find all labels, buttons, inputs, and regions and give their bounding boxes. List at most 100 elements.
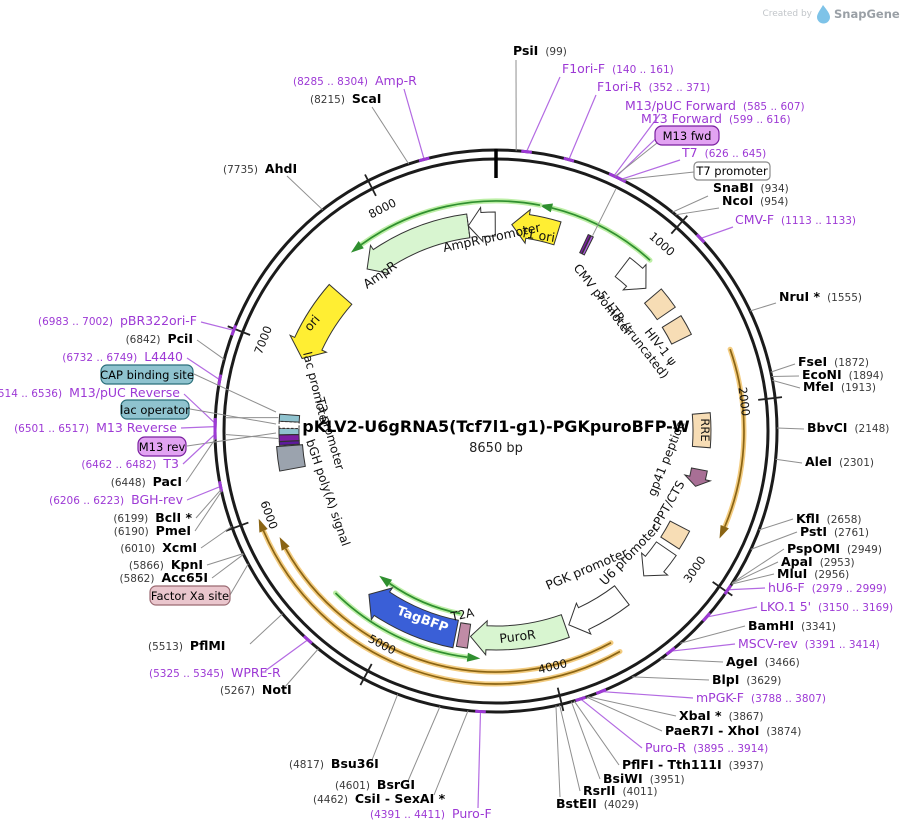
- scale-tick-label-7000: 7000: [251, 324, 275, 356]
- watermark-brand: SnapGene: [834, 7, 900, 21]
- leader-pflfi: [573, 700, 620, 766]
- leader-bsu36i: [371, 694, 399, 761]
- primer-site-tick-hu6-f: [723, 584, 733, 595]
- primer-site-tick-f1ori-r: [563, 156, 575, 163]
- leader-nrui: [749, 302, 777, 312]
- ampr-junction-dashes: [466, 213, 471, 238]
- callout-bbvci: BbvCI (2148): [807, 420, 889, 435]
- callout-psi-i: PsiI (99): [513, 43, 567, 58]
- leader-m13rev-box: [186, 432, 277, 447]
- feature-t7-m13-a: [579, 233, 592, 255]
- callout-cmv-f: CMV-F (1113 .. 1133): [735, 212, 856, 227]
- scale-tick-4000: [556, 687, 565, 712]
- callout-pflmi: (5513) PflMI: [148, 638, 225, 653]
- scale-tick-label-1000: 1000: [646, 229, 677, 259]
- orf-arrowhead-orf-o3: [279, 537, 290, 551]
- callout-box-lacop-box: [120, 399, 190, 420]
- scale-tick-5000: [359, 663, 373, 686]
- feature-m13rev-site: [278, 434, 300, 443]
- feature-rre: [691, 412, 712, 449]
- callout-alei: AleI (2301): [805, 454, 874, 469]
- leader-bamhi: [680, 625, 746, 644]
- primer-site-tick-mscv-rev: [665, 646, 676, 656]
- leader-snabi: [672, 195, 709, 213]
- scale-tick-label-4000: 4000: [537, 656, 569, 676]
- feature-ampr: [366, 213, 471, 275]
- feature-cmv-promoter: [614, 256, 647, 291]
- callout-label-m13-fwd-box: M13 fwd: [663, 129, 712, 143]
- feature-lac-operator: [278, 427, 300, 436]
- callout-label-lacop-box: lac operator: [120, 403, 190, 417]
- leader-psti: [750, 531, 798, 550]
- callout-amp-r: (8285 .. 8304) Amp-R: [293, 73, 417, 88]
- leader-kfli: [758, 518, 794, 531]
- feature-connector-0: [592, 188, 617, 236]
- callout-l4440: (6732 .. 6749) L4440: [62, 349, 183, 364]
- primer-site-tick-pbr322ori-f: [230, 324, 238, 336]
- leader-pbr322ori-f: [200, 321, 234, 331]
- callout-lko15: LKO.1 5' (3150 .. 3169): [760, 599, 893, 614]
- callout-snabi: SnaBI (934): [713, 180, 789, 195]
- primer-site-tick-puro-f: [475, 709, 486, 714]
- primer-site-tick-cmv-f: [695, 233, 706, 244]
- callout-label-m13rev-box: M13 rev: [139, 440, 186, 454]
- scale-tick-label-8000: 8000: [366, 195, 398, 221]
- leader-bgh-rev: [186, 485, 221, 501]
- scale-tick-1000: [670, 215, 688, 235]
- primer-site-tick-puro-r: [575, 695, 587, 702]
- callout-econi: EcoNI (1894): [802, 367, 884, 382]
- leader-pcii: [196, 339, 225, 360]
- callout-xcmi: (6010) XcmI: [120, 540, 197, 555]
- orf-arc-glow-orf-g1: [549, 205, 653, 263]
- feature-f1-ori: [511, 208, 562, 246]
- leader-m13-reverse: [180, 426, 216, 429]
- callout-box-t7-prom-box: [693, 161, 771, 181]
- feature-cap-site: [278, 413, 301, 423]
- leader-kpni: [206, 553, 244, 566]
- callout-puro-r: Puro-R (3895 .. 3914): [645, 740, 768, 755]
- leader-wpre-r: [264, 639, 309, 672]
- leader-noti: [283, 648, 319, 689]
- leader-bsrgi: [407, 706, 441, 782]
- feature-tagbfp: [368, 587, 459, 649]
- orf-arc-orf-g3: [389, 582, 461, 615]
- leader-hu6-f: [727, 587, 766, 591]
- orf-arrowhead-orf-g4: [466, 652, 481, 662]
- primer-site-tick-lko15: [701, 612, 712, 623]
- callout-label-factor-xa: Factor Xa site: [151, 589, 229, 603]
- leader-rsrii: [559, 704, 581, 792]
- callout-mlui: MluI (2956): [777, 566, 849, 581]
- callout-puro-f: (4391 .. 4411) Puro-F: [370, 806, 492, 821]
- watermark-created-by: Created by: [762, 9, 812, 19]
- primer-site-tick-wpre-r: [302, 635, 313, 645]
- snapgene-watermark: Created by SnapGene: [762, 5, 900, 24]
- callout-wpre-r: (5325 .. 5345) WPRE-R: [149, 665, 281, 680]
- leader-lacop-box: [189, 408, 277, 425]
- primer-site-tick-t7: [615, 175, 627, 184]
- feature-ltr5: [643, 288, 676, 321]
- leader-amp-r: [403, 88, 425, 160]
- callout-fsei: FseI (1872): [798, 354, 869, 369]
- callout-xbai: XbaI * (3867): [679, 708, 763, 723]
- callout-bsteii: BstEII (4029): [556, 796, 639, 811]
- leader-factor-xa: [229, 563, 249, 596]
- leader-m13-fwd-box: [614, 142, 658, 177]
- leader-bsteii: [555, 705, 561, 798]
- callout-mpgk-f: mPGK-F (3788 .. 3807): [696, 690, 826, 705]
- callout-blpi: BlpI (3629): [712, 672, 781, 687]
- orf-arc-orf-g2: [360, 200, 541, 246]
- callout-pbr322ori-f: (6983 .. 7002) pBR322ori-F: [38, 313, 197, 328]
- leader-paci: [185, 438, 216, 483]
- callout-bsu36i: (4817) Bsu36I: [289, 756, 379, 771]
- callout-csii: (4462) CsiI - SexAI *: [313, 791, 446, 806]
- callout-m13-puc-fwd: M13/pUC Forward (585 .. 607): [625, 98, 805, 113]
- callout-hu6-f: hU6-F (2979 .. 2999): [768, 580, 887, 595]
- snapgene-logo-icon: [817, 5, 830, 24]
- leader-l4440: [186, 357, 221, 381]
- feature-bgh-polya: [276, 444, 306, 472]
- leader-t7-prom-box: [621, 171, 695, 181]
- callout-bgh-rev: (6206 .. 6223) BGH-rev: [49, 492, 184, 507]
- leader-pspomi: [732, 548, 785, 584]
- feature-hiv1-psi: [661, 315, 693, 345]
